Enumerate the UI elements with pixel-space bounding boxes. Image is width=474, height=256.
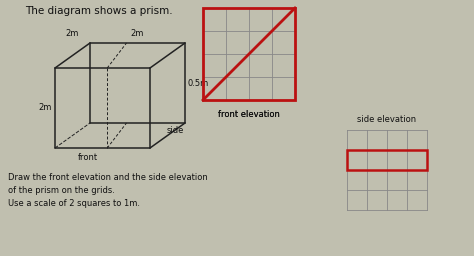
- Text: 2m: 2m: [38, 103, 52, 112]
- Bar: [347, 150, 427, 170]
- Text: 2m: 2m: [66, 29, 79, 38]
- Text: The diagram shows a prism.: The diagram shows a prism.: [25, 6, 173, 16]
- Text: Draw the front elevation and the side elevation
of the prism on the grids.
Use a: Draw the front elevation and the side el…: [8, 173, 208, 208]
- Text: side: side: [167, 126, 184, 135]
- Text: 2m: 2m: [131, 29, 144, 38]
- Text: front elevation: front elevation: [218, 110, 280, 119]
- Bar: [203, 8, 295, 100]
- Text: front: front: [77, 153, 98, 162]
- Text: 0.5m: 0.5m: [188, 79, 209, 88]
- Text: side elevation: side elevation: [357, 115, 417, 124]
- Text: front elevation: front elevation: [218, 110, 280, 119]
